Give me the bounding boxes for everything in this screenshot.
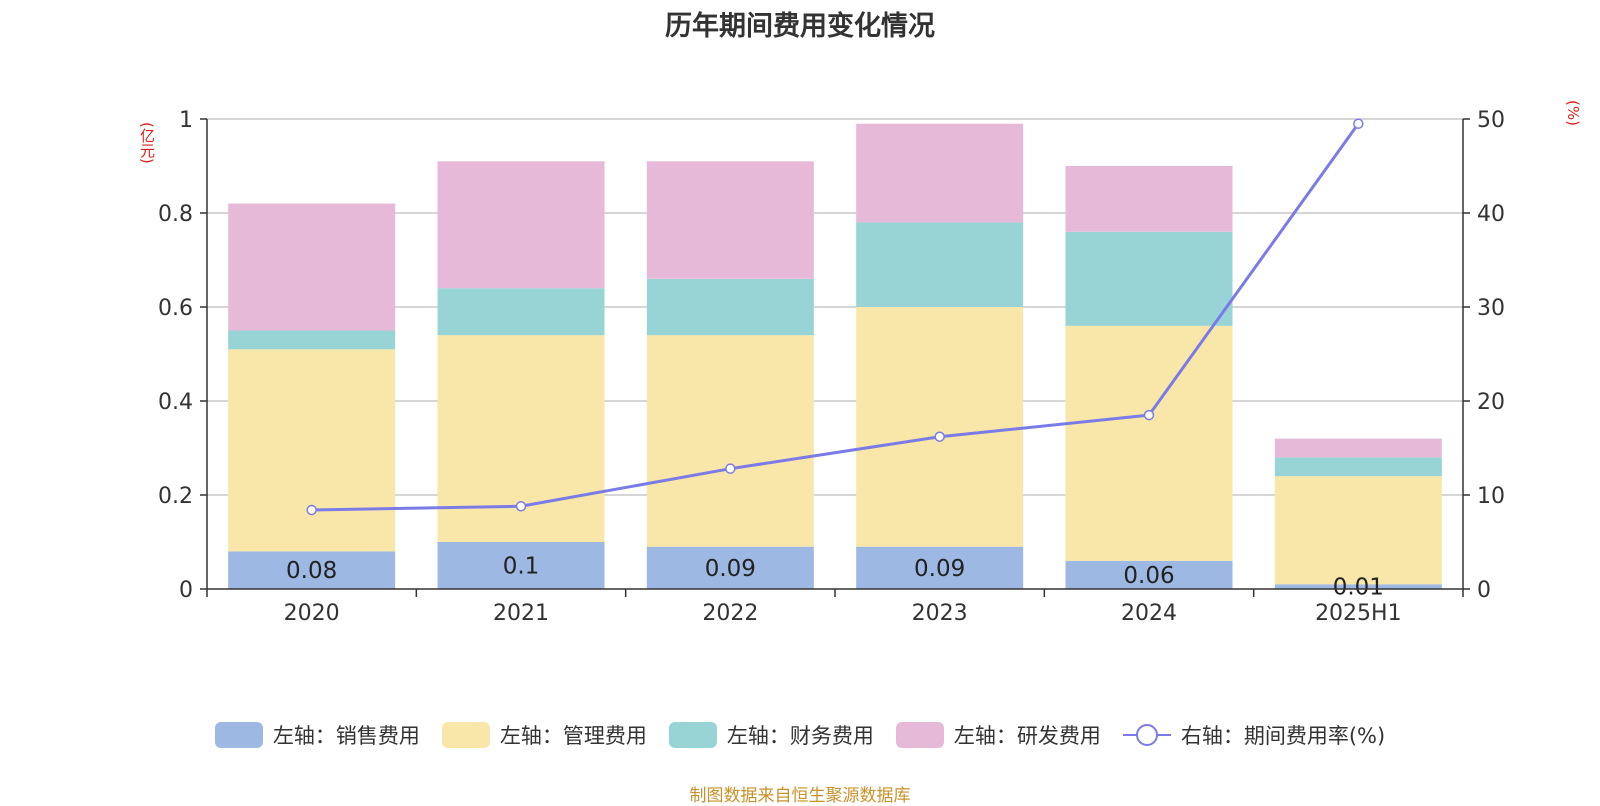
bar-0-2023 [856,546,1024,589]
legend-swatch-admin [441,722,490,748]
bar-1-2020 [228,349,396,552]
legend: 左轴：销售费用 左轴：管理费用 左轴：财务费用 左轴：研发费用 右轴：期间费用率… [0,720,1600,750]
bar-3-2024 [1065,166,1233,232]
legend-swatch-rnd [895,722,944,748]
x-tick-label-2024: 2024 [1121,601,1177,626]
rate-point-2025H1 [1353,118,1364,129]
legend-item-rate[interactable]: 右轴：期间费用率(%) [1122,720,1386,750]
legend-swatch-finance [668,722,717,748]
x-tick-label-2021: 2021 [493,601,549,626]
data-source: 制图数据来自恒生聚源数据库 [689,786,911,806]
bar-0-2024 [1065,560,1233,589]
bar-3-2020 [228,203,396,331]
right-tick-label-0: 0 [1477,578,1491,603]
bar-2-2022 [646,278,814,336]
left-tick-label-4: 0.8 [158,202,193,227]
bar-1-2022 [646,335,814,547]
left-tick-label-5: 1 [179,108,193,133]
bar-0-2021 [437,542,605,589]
data-label-2022: 0.09 [705,556,756,582]
bar-2-2020 [228,330,396,350]
legend-swatch-sales [214,722,263,748]
rate-point-2022 [725,463,736,474]
bar-0-2022 [646,546,814,589]
right-tick-label-4: 40 [1477,202,1505,227]
data-label-2023: 0.09 [914,556,965,582]
chart-title: 历年期间费用变化情况 [665,11,935,42]
right-tick-label-3: 30 [1477,296,1505,321]
bar-3-2022 [646,161,814,279]
right-tick-label-1: 10 [1477,484,1505,509]
bar-3-2021 [437,161,605,289]
legend-item-admin[interactable]: 左轴：管理费用 [441,720,647,750]
data-label-2020: 0.08 [286,558,337,584]
rate-point-2020 [306,504,317,516]
data-label-2021: 0.1 [503,554,540,580]
bar-3-2023 [856,123,1024,223]
x-tick-label-2020: 2020 [284,601,340,626]
legend-item-finance[interactable]: 左轴：财务费用 [668,720,874,750]
right-axis-label: (%) [1564,100,1582,126]
x-tick-label-2022: 2022 [702,601,758,626]
x-tick-label-2023: 2023 [912,601,968,626]
bar-2-2024 [1065,231,1233,326]
x-tick-label-2025H1: 2025H1 [1315,601,1402,626]
data-label-2025H1: 0.01 [1333,575,1384,601]
bar-2-2023 [856,222,1024,307]
left-tick-label-0: 0 [179,578,193,603]
right-tick-label-2: 20 [1477,390,1505,415]
right-tick-label-5: 50 [1477,108,1505,133]
rate-point-2024 [1143,409,1155,421]
left-axis-label: (亿元) [138,122,156,164]
rate-point-2021 [515,501,527,512]
legend-label-rate: 右轴：期间费用率(%) [1180,724,1386,748]
legend-item-sales[interactable]: 左轴：销售费用 [214,720,420,750]
data-label-2024: 0.06 [1123,563,1174,589]
left-tick-label-1: 0.2 [158,484,193,509]
bar-0-2020 [228,551,396,589]
bar-2-2025H1 [1274,457,1442,477]
bar-0-2025H1 [1274,584,1442,589]
legend-label-admin: 左轴：管理费用 [499,724,647,748]
left-tick-label-2: 0.4 [158,390,193,415]
left-tick-label-3: 0.6 [158,296,193,321]
legend-line-icon [1122,722,1171,748]
bar-3-2025H1 [1274,438,1442,458]
bar-2-2021 [437,288,605,336]
rate-line [311,122,1360,512]
legend-item-rnd[interactable]: 左轴：研发费用 [895,720,1101,750]
legend-label-finance: 左轴：财务费用 [726,724,874,748]
legend-label-rnd: 左轴：研发费用 [953,724,1101,748]
bar-1-2024 [1065,325,1233,561]
legend-label-sales: 左轴：销售费用 [272,724,420,748]
bar-1-2025H1 [1274,476,1442,585]
rate-point-2023 [934,431,945,442]
bar-1-2023 [856,307,1024,547]
